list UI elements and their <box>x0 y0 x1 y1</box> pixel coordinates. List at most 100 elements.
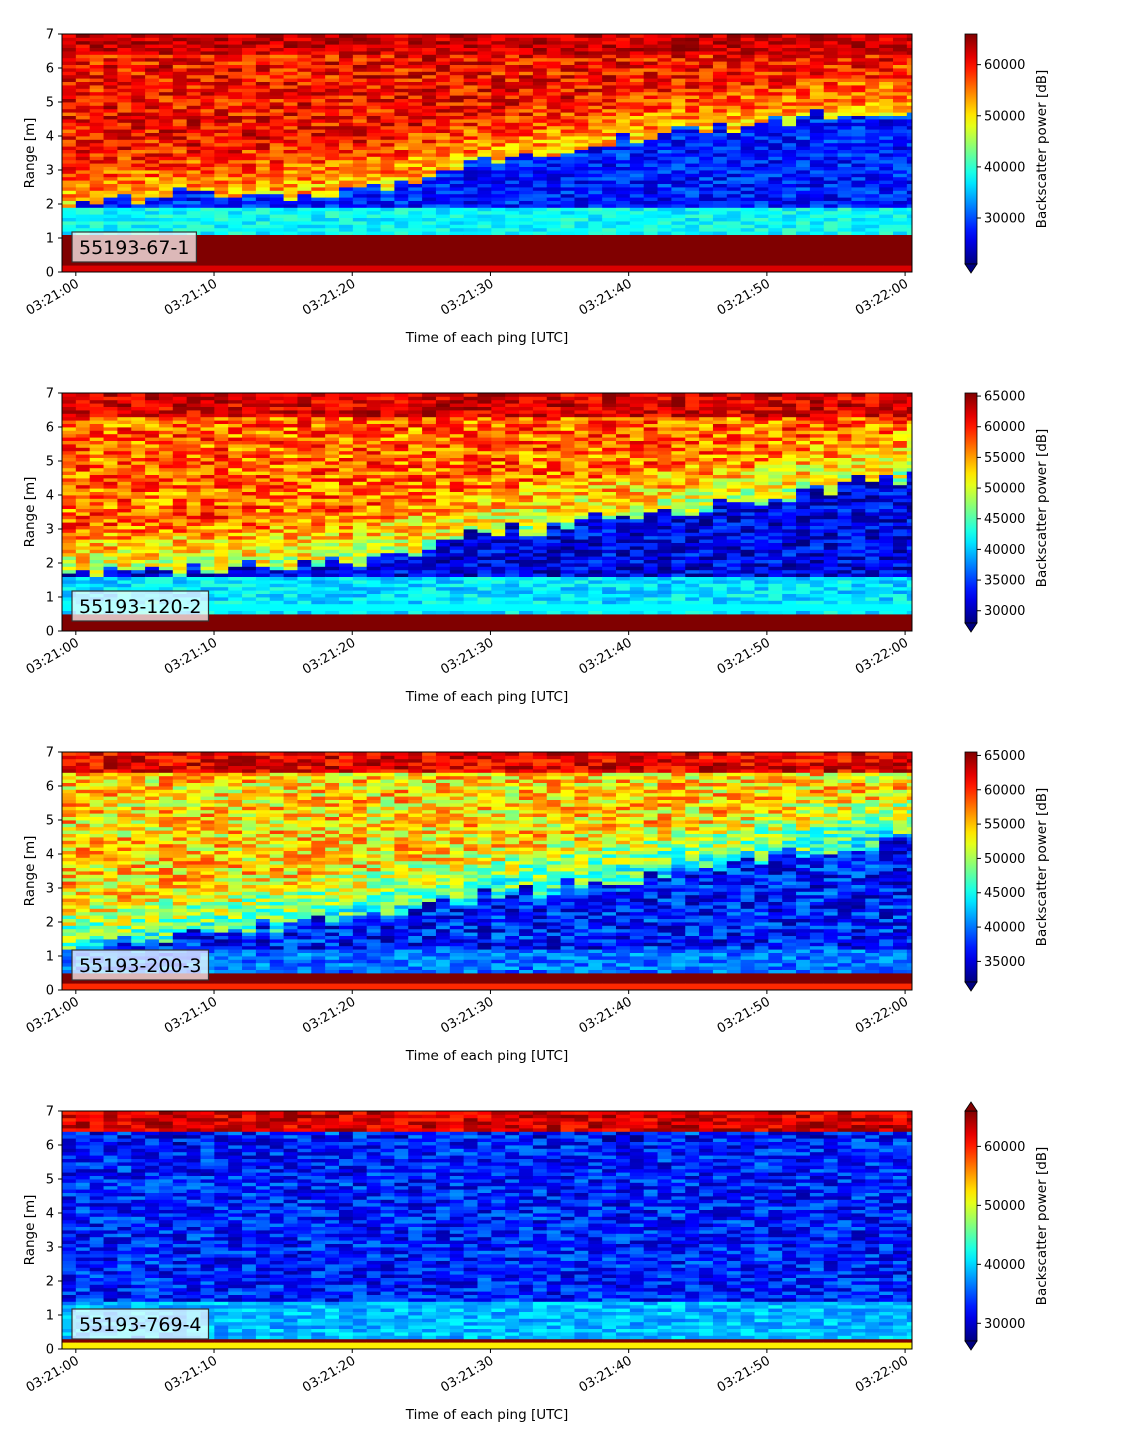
heatmap-cell <box>712 238 728 242</box>
heatmap-cell <box>145 91 160 96</box>
heatmap-cell <box>574 85 589 89</box>
heatmap-cell <box>602 183 617 188</box>
heatmap-cell <box>837 139 852 144</box>
heatmap-cell <box>394 244 409 249</box>
heatmap-cell <box>823 98 838 103</box>
heatmap-cell <box>809 221 825 225</box>
heatmap-cell <box>671 57 686 62</box>
heatmap-cell <box>283 197 298 201</box>
heatmap-cell <box>228 142 243 147</box>
heatmap-cell <box>422 64 437 69</box>
heatmap-cell <box>851 78 866 82</box>
heatmap-cell <box>255 217 271 222</box>
heatmap-cell <box>131 457 146 462</box>
heatmap-cell <box>906 68 912 72</box>
heatmap-cell <box>103 122 118 127</box>
heatmap-cell <box>712 265 728 269</box>
heatmap-cell <box>505 125 520 130</box>
heatmap-cell <box>89 265 104 269</box>
heatmap-cell <box>117 221 132 225</box>
heatmap-cell <box>477 238 492 242</box>
heatmap-cell <box>435 176 451 181</box>
heatmap-cell <box>463 197 478 201</box>
heatmap-cell <box>851 207 866 212</box>
heatmap-cell <box>560 81 575 86</box>
heatmap-cell <box>449 54 465 59</box>
heatmap-cell <box>228 190 243 195</box>
heatmap-cell <box>228 108 243 113</box>
heatmap-cell <box>602 163 617 167</box>
heatmap-cell <box>339 207 354 212</box>
heatmap-cell <box>394 132 409 137</box>
heatmap-cell <box>255 54 271 59</box>
heatmap-cell <box>712 68 728 72</box>
heatmap-cell <box>75 566 91 571</box>
heatmap-cell <box>158 559 174 564</box>
heatmap-cell <box>158 444 174 448</box>
heatmap-cell <box>186 139 201 144</box>
heatmap-cell <box>75 406 91 411</box>
heatmap-cell <box>228 136 243 140</box>
heatmap-cell <box>62 556 77 560</box>
heatmap-cell <box>366 119 381 123</box>
heatmap-cell <box>602 170 617 174</box>
heatmap-cell <box>214 241 229 246</box>
heatmap-cell <box>214 85 229 89</box>
heatmap-cell <box>297 54 312 59</box>
heatmap-cell <box>560 132 575 137</box>
heatmap-cell <box>782 214 797 218</box>
heatmap-cell <box>145 427 160 431</box>
heatmap-cell <box>643 40 658 45</box>
heatmap-cell <box>865 119 880 123</box>
heatmap-cell <box>311 115 326 120</box>
heatmap-cell <box>214 200 229 205</box>
heatmap-cell <box>796 54 811 59</box>
heatmap-cell <box>879 248 894 252</box>
heatmap-cell <box>546 64 561 69</box>
heatmap-cell <box>463 125 478 130</box>
heatmap-cell <box>214 95 229 99</box>
heatmap-cell <box>75 478 91 482</box>
heatmap-cell <box>158 261 174 266</box>
heatmap-cell <box>574 95 589 99</box>
heatmap-cell <box>768 170 783 174</box>
heatmap-cell <box>588 221 603 225</box>
heatmap-cell <box>463 105 478 110</box>
heatmap-cell <box>89 474 104 479</box>
heatmap-cell <box>145 193 160 198</box>
heatmap-cell <box>768 149 783 154</box>
heatmap-cell <box>685 51 700 55</box>
heatmap-cell <box>546 115 561 120</box>
heatmap-cell <box>477 176 492 181</box>
heatmap-cell <box>145 170 160 174</box>
heatmap-cell <box>145 64 160 69</box>
heatmap-cell <box>657 68 672 72</box>
heatmap-cell <box>768 193 783 198</box>
heatmap-cell <box>75 180 91 184</box>
heatmap-cell <box>255 81 271 86</box>
heatmap-cell <box>89 430 104 435</box>
heatmap-cell <box>117 532 132 537</box>
heatmap-cell <box>145 569 160 574</box>
heatmap-cell <box>823 85 838 89</box>
heatmap-cell <box>435 153 451 157</box>
heatmap-cell <box>339 78 354 82</box>
heatmap-cell <box>546 193 561 198</box>
heatmap-cell <box>131 416 146 421</box>
heatmap-cell <box>588 68 603 72</box>
heatmap-cell <box>380 204 395 208</box>
heatmap-cell <box>823 217 838 222</box>
heatmap-cell <box>879 190 894 195</box>
heatmap-cell <box>906 51 912 55</box>
heatmap-cell <box>62 146 77 150</box>
heatmap-cell <box>89 559 104 564</box>
heatmap-cell <box>505 95 520 99</box>
heatmap-cell <box>131 261 146 266</box>
heatmap-cell <box>879 119 894 123</box>
heatmap-cell <box>435 255 451 259</box>
heatmap-cell <box>366 51 381 55</box>
heatmap-cell <box>782 190 797 195</box>
heatmap-cell <box>366 91 381 96</box>
heatmap-cell <box>103 620 118 625</box>
heatmap-cell <box>477 156 492 161</box>
